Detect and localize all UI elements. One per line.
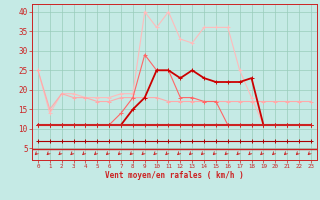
X-axis label: Vent moyen/en rafales ( km/h ): Vent moyen/en rafales ( km/h )	[105, 171, 244, 180]
